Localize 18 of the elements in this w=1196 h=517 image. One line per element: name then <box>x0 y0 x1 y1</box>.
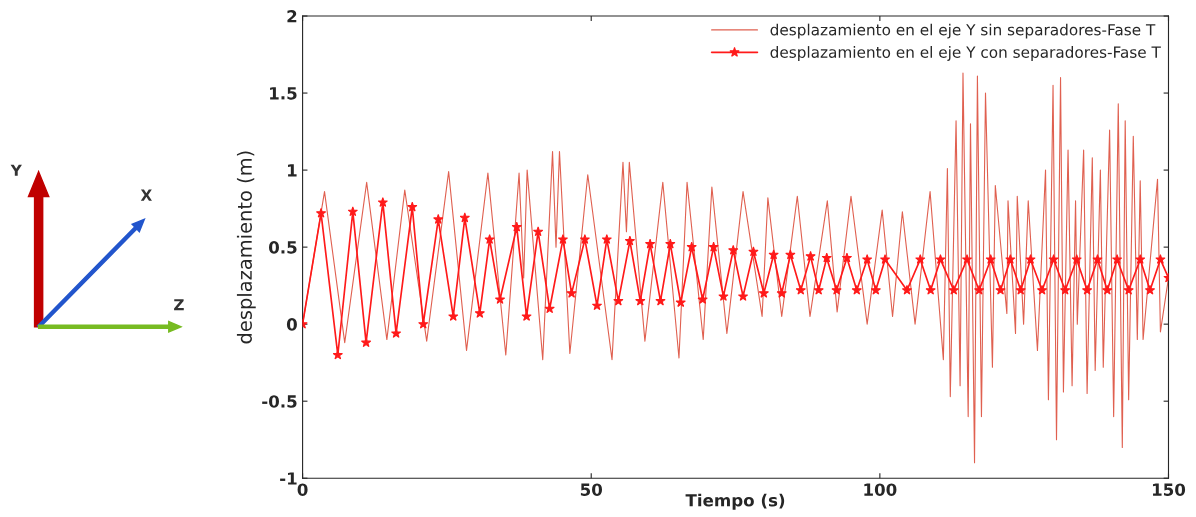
y-axis-title: desplazamiento (m) <box>236 151 256 344</box>
x-tick-label: 50 <box>580 483 603 496</box>
y-tick-label: 1 <box>288 164 297 177</box>
x-tick-label: 100 <box>864 483 897 496</box>
x-tick-label: 150 <box>1152 483 1186 496</box>
text: Y <box>10 164 22 176</box>
text: X <box>140 189 152 201</box>
y-tick-label: -0.5 <box>262 395 297 408</box>
y-tick-label: 0.5 <box>269 241 297 254</box>
x-axis-title: Tiempo (s) <box>685 493 785 510</box>
y-tick-label: -1 <box>280 472 297 485</box>
y-tick-label: 1.5 <box>270 87 297 100</box>
x-tick-label: 0 <box>297 483 308 496</box>
y-tick-label: 0 <box>286 318 297 331</box>
legend-label: desplazamiento en el eje Y sin separadores-Fase T <box>770 23 1156 39</box>
y-tick-label: 2 <box>287 9 297 23</box>
text: Z <box>174 299 184 311</box>
legend-label: desplazamiento en el eje Y con separadores-Fase T <box>770 46 1161 61</box>
